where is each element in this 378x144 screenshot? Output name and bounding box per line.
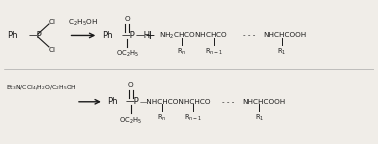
Text: Ph: Ph [8,31,18,40]
Text: O: O [124,16,130,22]
Text: R$_{n-1}$: R$_{n-1}$ [205,47,223,57]
Text: Cl: Cl [49,19,56,25]
Text: R$_1$: R$_1$ [277,47,286,57]
Text: —P: —P [125,97,139,106]
Text: R$_{n-1}$: R$_{n-1}$ [184,113,203,124]
Text: NHCHCOOH: NHCHCOOH [263,32,306,38]
Text: - - -: - - - [243,32,255,38]
Text: OC$_2$H$_5$: OC$_2$H$_5$ [116,49,139,59]
Text: —P: —P [122,31,135,40]
Text: R$_n$: R$_n$ [177,47,186,57]
Text: —NHCHCONHCHCO: —NHCHCONHCHCO [139,99,211,105]
Text: - - -: - - - [222,99,234,105]
Text: O: O [128,82,134,88]
Text: Ph: Ph [102,31,113,40]
Text: NH$_2$CHCONHCHCO: NH$_2$CHCONHCHCO [160,30,228,41]
Text: NHCHCOOH: NHCHCOOH [242,99,285,105]
Text: R$_n$: R$_n$ [157,113,166,124]
Text: R$_1$: R$_1$ [255,113,264,124]
Text: OC$_2$H$_5$: OC$_2$H$_5$ [119,115,143,126]
Text: Ph: Ph [107,97,118,106]
Text: C$_2$H$_5$OH: C$_2$H$_5$OH [68,18,98,28]
Text: Et$_3$N/CCl$_4$/H$_2$O/C$_2$H$_5$OH: Et$_3$N/CCl$_4$/H$_2$O/C$_2$H$_5$OH [6,84,77,92]
Text: —P: —P [28,31,42,40]
Text: Cl: Cl [49,47,56,53]
Text: +: + [145,29,155,42]
Text: —H: —H [135,31,150,40]
